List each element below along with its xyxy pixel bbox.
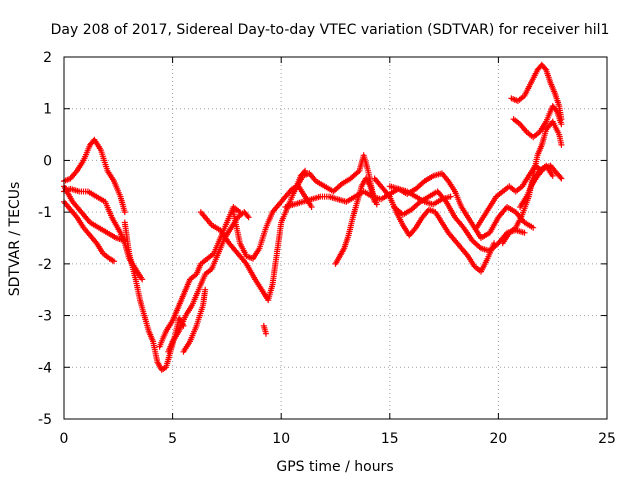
data-marks [230,183,315,262]
series-track-9 [197,167,309,304]
data-marks [180,286,209,355]
data-marks [165,209,252,355]
series-track-14 [332,175,378,267]
x-tick-label: 0 [60,431,69,447]
data-marks [386,170,537,241]
y-tick-label: 0 [43,153,52,169]
tick-layer: 0 5 10 15 20 25 -5 -4 -3 -2 -1 0 1 2 [38,50,616,447]
series-track-8 [180,286,209,355]
x-tick-label: 25 [598,431,616,447]
x-tick-label: 20 [489,431,507,447]
data-marks [197,167,309,304]
x-tick-label: 10 [272,431,290,447]
y-tick-label: -5 [38,412,52,428]
data-marks [510,103,565,141]
series-track-20 [508,61,565,123]
y-tick-label: 1 [43,102,52,118]
series-track-23 [517,162,556,210]
series-track-16 [386,170,537,241]
y-tick-label: -1 [38,205,52,221]
data-marks [332,175,378,267]
y-tick-label: -4 [38,360,52,376]
chart-title: Day 208 of 2017, Sidereal Day-to-day VTE… [51,22,610,38]
x-tick-label: 15 [381,431,399,447]
y-tick-label: 2 [43,50,52,66]
series-track-11 [260,322,269,337]
series-track-21 [510,103,565,141]
series-track-10 [230,183,315,262]
y-tick-label: -3 [38,309,52,325]
series-track-7 [165,209,252,355]
x-tick-label: 5 [168,431,177,447]
y-tick-label: -2 [38,257,52,273]
x-axis-label: GPS time / hours [276,459,393,475]
data-marks [517,162,556,210]
plot-frame [63,56,608,420]
data-marks [260,322,269,337]
series-track-15 [371,175,498,275]
data-marks [371,175,498,275]
data-marks [508,61,565,123]
y-axis-label: SDTVAR / TECUs [7,182,23,297]
